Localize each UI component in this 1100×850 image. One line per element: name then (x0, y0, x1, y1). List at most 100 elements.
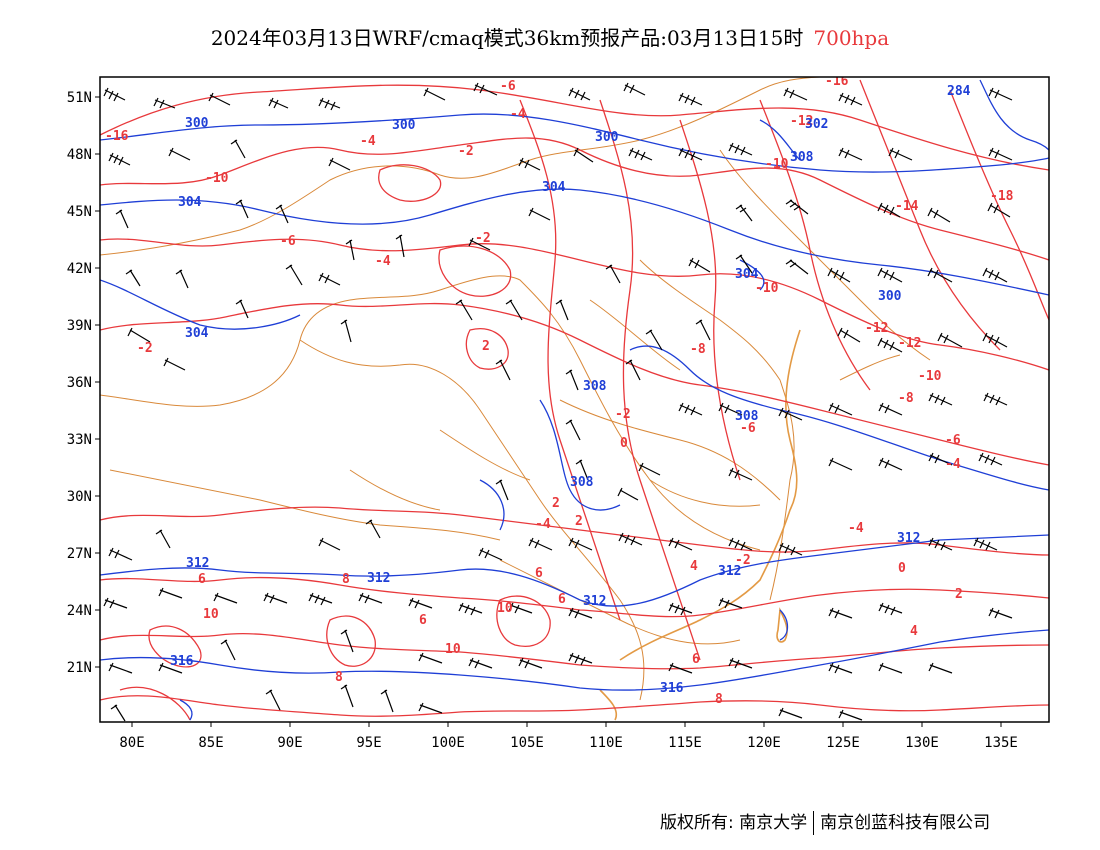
lat-label: 42N (67, 261, 92, 277)
temp-label: 0 (898, 561, 906, 576)
height-label: 312 (718, 564, 741, 579)
temp-label: -2 (137, 341, 153, 356)
lat-label: 27N (67, 546, 92, 562)
temp-label: 8 (715, 692, 723, 707)
height-label: 304 (185, 326, 209, 341)
temp-label: 6 (419, 613, 427, 628)
lon-label: 135E (984, 735, 1018, 751)
temp-label: 6 (692, 652, 700, 667)
temp-label: -12 (790, 114, 813, 129)
height-label: 308 (583, 379, 607, 394)
lon-label: 105E (510, 735, 544, 751)
height-label: 284 (947, 84, 971, 99)
temp-label: 10 (445, 642, 461, 657)
temp-label: 0 (620, 436, 628, 451)
temp-label: -16 (105, 129, 129, 144)
wind-barbs (103, 82, 1013, 722)
height-label: 300 (185, 116, 209, 131)
temp-label: -10 (205, 171, 229, 186)
height-label: 308 (735, 409, 759, 424)
lon-label: 100E (431, 735, 465, 751)
temp-label: 10 (497, 601, 513, 616)
temp-label: -4 (360, 134, 376, 149)
temp-label: -12 (865, 321, 888, 336)
height-label: 304 (542, 180, 566, 195)
temp-label: -6 (280, 234, 296, 249)
lat-label: 48N (67, 147, 92, 163)
temp-label: 8 (335, 670, 343, 685)
height-label: 312 (367, 571, 390, 586)
lon-label: 120E (747, 735, 781, 751)
height-label: 308 (790, 150, 814, 165)
lat-label: 21N (67, 660, 92, 676)
temp-label: -4 (375, 254, 391, 269)
temp-label: -14 (895, 199, 919, 214)
lon-label: 110E (589, 735, 623, 751)
lon-label: 90E (277, 735, 302, 751)
temp-label: 6 (535, 566, 543, 581)
height-contours (100, 79, 1049, 721)
height-label: 308 (570, 475, 594, 490)
temp-label: -12 (898, 336, 921, 351)
plot-frame (99, 76, 1050, 723)
temp-label: 10 (203, 607, 219, 622)
height-label: 304 (735, 267, 759, 282)
title-main: 2024年03月13日WRF/cmaq模式36km预报产品:03月13日15时 (210, 26, 804, 50)
temp-label: 6 (558, 592, 566, 607)
temp-label: 4 (910, 624, 918, 639)
height-label: 316 (660, 681, 684, 696)
height-label: 304 (178, 195, 202, 210)
lon-label: 80E (119, 735, 144, 751)
temp-label: -4 (535, 517, 551, 532)
temp-label: -6 (945, 433, 961, 448)
tick-marks (95, 96, 1002, 727)
lon-label: 85E (198, 735, 223, 751)
temp-label: -6 (740, 421, 756, 436)
lat-label: 51N (67, 90, 92, 106)
height-label: 312 (583, 594, 606, 609)
temp-label: 2 (482, 339, 490, 354)
map-title: 2024年03月13日WRF/cmaq模式36km预报产品:03月13日15时 7… (0, 22, 1100, 51)
temp-label: -4 (848, 521, 864, 536)
temp-label: -6 (500, 79, 516, 94)
copyright-footer: 版权所有: 南京大学 南京创蓝科技有限公司 (660, 808, 990, 835)
temp-label: -10 (755, 281, 779, 296)
temp-label: -10 (918, 369, 942, 384)
temp-label: -4 (510, 107, 526, 122)
height-label: 302 (805, 117, 828, 132)
lat-label: 30N (67, 489, 92, 505)
lat-label: 39N (67, 318, 92, 334)
lon-label: 115E (668, 735, 702, 751)
temp-label: -2 (735, 553, 751, 568)
height-label: 316 (170, 654, 194, 669)
lat-labels: 51N 48N 45N 42N 39N 36N 33N 30N 27N 24N … (67, 90, 92, 676)
footer-separator (813, 811, 815, 835)
temperature-labels: -16 -10 -6 -4 -2 -4 -2 2 -6 -4 -12 -10 -… (105, 74, 1014, 707)
temp-label: -8 (690, 342, 706, 357)
height-label: 300 (392, 118, 416, 133)
lat-label: 24N (67, 603, 92, 619)
isotherms (100, 79, 1049, 721)
temp-label: 4 (690, 559, 698, 574)
height-label: 312 (897, 531, 920, 546)
copyright-right: 南京创蓝科技有限公司 (820, 813, 991, 833)
lon-label: 130E (905, 735, 939, 751)
temp-label: -10 (765, 157, 789, 172)
temp-label: -16 (825, 74, 849, 89)
lat-label: 45N (67, 204, 92, 220)
lat-label: 33N (67, 432, 92, 448)
temp-label: 6 (198, 572, 206, 587)
temp-label: -2 (458, 144, 474, 159)
title-level: 700hpa (813, 26, 890, 50)
temp-label: -2 (615, 407, 631, 422)
temp-label: -4 (945, 457, 961, 472)
temp-label: -2 (475, 231, 491, 246)
lon-label: 125E (826, 735, 860, 751)
height-label: 300 (595, 130, 619, 145)
temp-label: 8 (342, 572, 350, 587)
lat-label: 36N (67, 375, 92, 391)
height-label: 312 (186, 556, 209, 571)
copyright-left: 版权所有: 南京大学 (660, 813, 808, 833)
temp-label: 2 (552, 496, 560, 511)
